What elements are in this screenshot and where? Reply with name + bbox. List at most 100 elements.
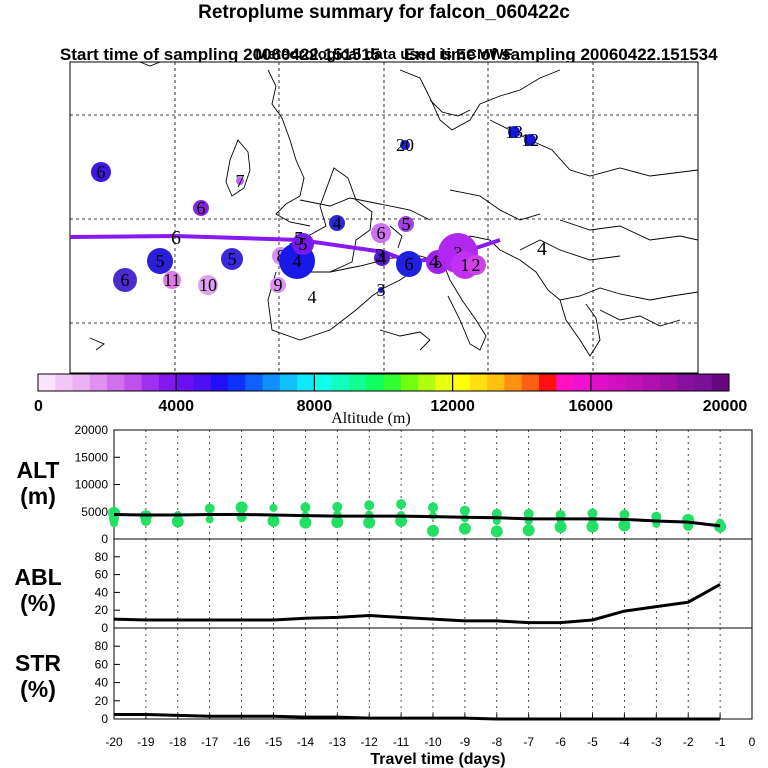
- met-data-subtitle: Meteorological data used is ECMWF: [255, 46, 513, 63]
- plume-marker: [193, 200, 209, 216]
- x-tick-label: -18: [169, 735, 187, 749]
- chart-title: Retroplume summary for falcon_060422c: [198, 2, 570, 23]
- plume-marker: [91, 162, 111, 182]
- plume-day-label: 12: [521, 130, 539, 150]
- x-tick-label: -4: [619, 735, 630, 749]
- y-tick-label: 5000: [81, 505, 108, 519]
- plume-marker: [466, 255, 486, 275]
- coastline: [139, 61, 161, 67]
- x-tick-label: -9: [460, 735, 471, 749]
- plume-day-label: 1: [461, 255, 470, 275]
- plume-altitude-point: [522, 524, 535, 537]
- plume-altitude-point: [428, 502, 438, 513]
- y-tick-label: 15000: [75, 450, 109, 464]
- plume-altitude-point: [363, 516, 376, 529]
- altitude-colorbar: 0 4000 8000 12000 16000 20000 Altitude (m): [34, 373, 748, 427]
- colorbar-swatch: [331, 374, 350, 391]
- x-tick-label: -13: [329, 735, 347, 749]
- x-tick-label: -2: [683, 735, 694, 749]
- colorbar-tick-label: 20000: [703, 398, 748, 415]
- coastline: [441, 259, 487, 351]
- plume-altitude-point: [110, 519, 118, 528]
- y-tick-label: 0: [101, 532, 108, 546]
- plume-day-label: 5: [228, 249, 237, 269]
- plume-day-label: 6: [121, 270, 130, 290]
- panel-1: 0 20 40 60 80: [95, 538, 753, 635]
- colorbar-swatch: [124, 374, 143, 391]
- colorbar-swatch: [521, 374, 540, 391]
- plume-altitude-point: [619, 509, 630, 520]
- colorbar-swatch: [262, 374, 281, 391]
- colorbar-swatch: [400, 374, 419, 391]
- map-gridlines: [70, 62, 698, 373]
- colorbar-swatch: [694, 374, 713, 391]
- plume-altitude-point: [395, 515, 408, 528]
- plume-day-label: 3: [434, 252, 443, 272]
- plume-day-label: 13: [505, 122, 523, 142]
- colorbar-swatch: [556, 374, 575, 391]
- coastline: [379, 329, 431, 351]
- panel-label-line: STR: [15, 650, 61, 676]
- plume-day-label: 4: [308, 287, 317, 307]
- y-tick-label: 80: [95, 550, 109, 564]
- x-tick-label: -7: [523, 735, 534, 749]
- y-tick-label: 60: [95, 568, 109, 582]
- x-tick-label: -10: [424, 735, 442, 749]
- plume-marker: [374, 250, 390, 266]
- plume-altitude-point: [299, 516, 312, 529]
- coastline: [225, 139, 251, 197]
- plume-altitude-point: [235, 501, 248, 514]
- str-panel-label: STR (%): [3, 650, 73, 702]
- colorbar-axis-label: Altitude (m): [331, 410, 411, 427]
- plume-day-label: 10: [199, 275, 217, 295]
- plume-marker: [398, 216, 414, 232]
- plume-altitude-point: [267, 515, 280, 528]
- plume-marker: [113, 268, 137, 292]
- panel-label-line: (%): [20, 590, 56, 616]
- plume-day-label: 7: [236, 171, 245, 191]
- plume-altitude-point: [427, 524, 439, 537]
- plume-altitude-point: [332, 501, 343, 512]
- plume-altitude-point: [651, 511, 662, 522]
- plume-day-label: 5: [402, 214, 411, 234]
- x-tick-label: -1: [715, 735, 726, 749]
- colorbar-swatch: [608, 374, 626, 391]
- plume-altitude-point: [364, 500, 375, 511]
- colorbar-swatch: [383, 374, 402, 391]
- country-border: [519, 239, 621, 261]
- coastline: [267, 69, 311, 227]
- colorbar-swatch: [504, 374, 523, 391]
- colorbar-swatch: [55, 374, 74, 391]
- plume-altitude-point: [714, 520, 727, 533]
- coastlines: [89, 61, 699, 357]
- plume-altitude-point: [269, 503, 278, 512]
- plume-marker: [508, 126, 520, 138]
- coastline: [89, 337, 105, 351]
- colorbar-swatch: [418, 374, 436, 391]
- plume-day-label: 5: [299, 234, 308, 254]
- colorbar-swatch: [158, 374, 177, 391]
- colorbar-swatch: [573, 374, 592, 391]
- plume-layer: 676655111089454656433312420131265434: [69, 122, 547, 307]
- colorbar-swatch: [538, 374, 557, 391]
- plume-day-label: 6: [377, 223, 386, 243]
- plume-altitude-point: [458, 522, 471, 535]
- plume-marker: [163, 271, 181, 289]
- y-tick-label: 40: [95, 676, 109, 690]
- coastline: [399, 69, 561, 131]
- x-tick-label: 0: [749, 735, 756, 749]
- coastline: [267, 271, 413, 341]
- coastline: [559, 299, 601, 357]
- country-border: [449, 189, 541, 221]
- colorbar-tick-label: 8000: [297, 398, 333, 415]
- sampling-time-subtitle: Start time of sampling 20060422.151515 E…: [0, 25, 768, 65]
- colorbar-swatch: [366, 374, 384, 391]
- x-tick-label: -3: [651, 735, 662, 749]
- colorbar-swatch: [625, 374, 644, 391]
- x-tick-label: -19: [137, 735, 155, 749]
- colorbar-swatch: [89, 374, 108, 391]
- plume-day-label: 3: [375, 245, 385, 267]
- x-tick-label: -20: [105, 735, 123, 749]
- plume-day-label: 5: [156, 251, 165, 271]
